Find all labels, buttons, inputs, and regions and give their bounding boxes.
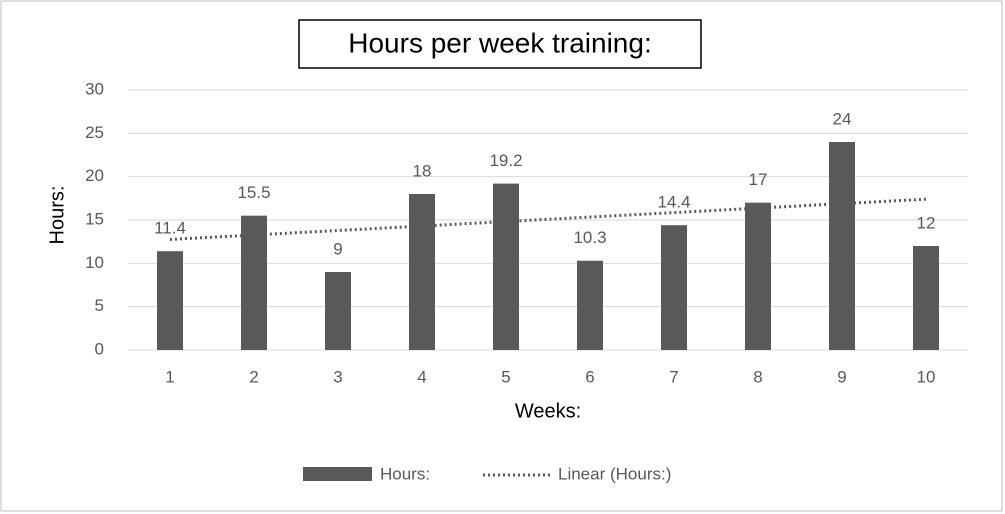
x-axis-label: Weeks:: [515, 400, 581, 422]
bar: [745, 202, 771, 350]
data-label: 18: [413, 161, 432, 180]
data-label: 17: [749, 170, 768, 189]
x-tick-label: 8: [753, 367, 762, 386]
data-label: 10.3: [573, 228, 606, 247]
bar: [661, 225, 687, 350]
legend-label: Linear (Hours:): [558, 464, 671, 483]
data-label: 14.4: [657, 193, 690, 212]
data-label: 12: [917, 213, 936, 232]
x-tick-label: 6: [585, 367, 594, 386]
x-tick-label: 9: [837, 367, 846, 386]
x-tick-label: 5: [501, 367, 510, 386]
chart-title: Hours per week training:: [348, 27, 651, 58]
bar: [829, 142, 855, 350]
bar: [913, 246, 939, 350]
title-box: [298, 19, 702, 69]
trendline: [169, 197, 927, 241]
data-label: 9: [333, 239, 342, 258]
bar: [325, 272, 351, 350]
y-tick-label: 10: [85, 253, 104, 272]
y-tick-label: 30: [85, 79, 104, 98]
y-tick-label: 25: [85, 123, 104, 142]
x-tick-label: 4: [417, 367, 426, 386]
data-label: 11.4: [154, 219, 186, 238]
x-tick-label: 1: [165, 367, 174, 386]
bar: [493, 183, 519, 350]
x-tick-label: 3: [333, 367, 342, 386]
x-tick-label: 2: [249, 367, 258, 386]
data-label: 15.5: [237, 183, 270, 202]
bar: [157, 251, 183, 350]
y-tick-label: 15: [85, 209, 104, 228]
bar: [241, 215, 267, 350]
bar: [409, 194, 435, 350]
data-label: 19.2: [489, 151, 522, 170]
y-axis-label: Hours:: [46, 186, 68, 245]
bar: [577, 260, 603, 350]
x-tick-label: 7: [669, 367, 678, 386]
data-label: 24: [833, 109, 852, 128]
legend-swatch: [303, 467, 372, 481]
y-tick-label: 5: [95, 296, 104, 315]
y-tick-label: 0: [95, 339, 104, 358]
legend-label: Hours:: [380, 464, 430, 483]
y-tick-label: 20: [85, 166, 104, 185]
x-tick-label: 10: [917, 367, 936, 386]
